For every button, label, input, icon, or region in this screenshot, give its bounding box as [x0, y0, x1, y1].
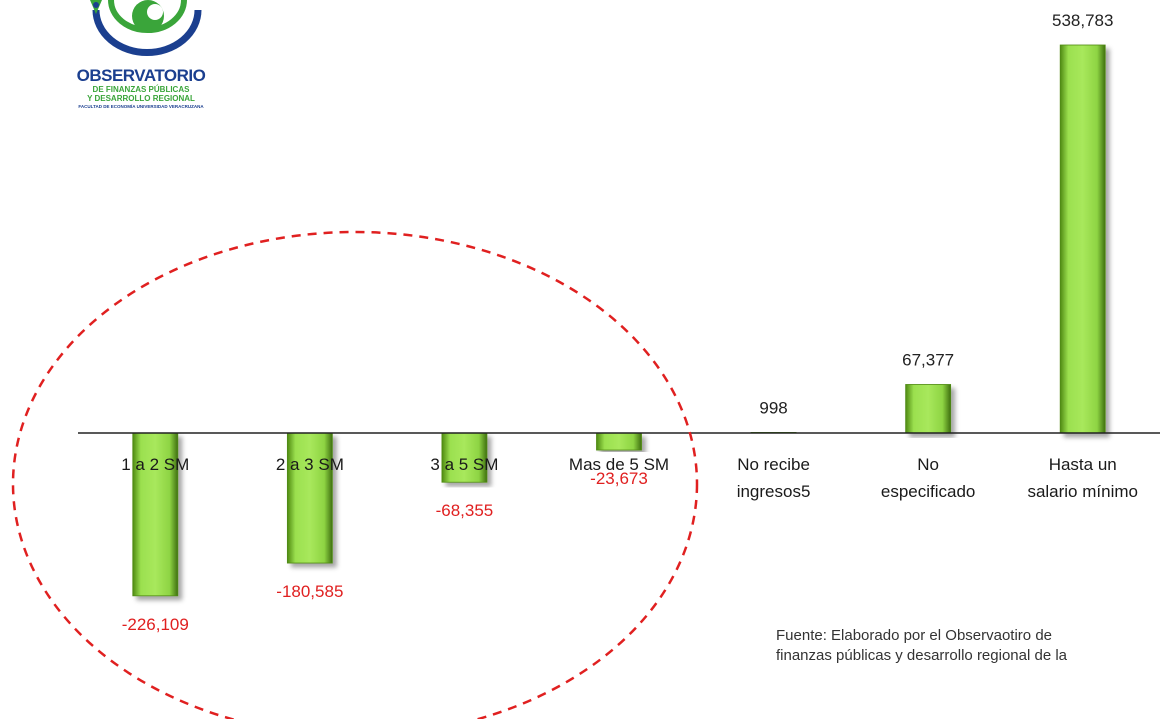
source-note-line1: Fuente: Elaborado por el Observaotiro de: [776, 627, 1052, 644]
source-note-line2: finanzas públicas y desarrollo regional …: [776, 647, 1068, 664]
category-label-4: Mas de 5 SM: [569, 455, 669, 474]
data-label-3: -68,355: [436, 501, 494, 520]
bar-3: [441, 432, 488, 483]
category-label-1: 1 a 2 SM: [121, 455, 189, 474]
data-label-6: 67,377: [902, 350, 954, 369]
source-note: Fuente: Elaborado por el Observaotiro de…: [776, 626, 1156, 666]
bar-7: [1059, 44, 1106, 434]
logo-subtitle-line1: DE FINANZAS PÚBLICAS: [92, 85, 190, 94]
category-label-3: 3 a 5 SM: [430, 455, 498, 474]
bar-4: [596, 432, 642, 451]
data-label-4: -23,673: [590, 469, 648, 488]
category-label-6: No especificado: [881, 455, 976, 501]
bar-6: [905, 384, 952, 434]
logo-faculty: FACULTAD DE ECONOMÍA UNIVERSIDAD VERACRU…: [78, 104, 204, 109]
data-label-1: -226,109: [122, 615, 189, 634]
logo-title: OBSERVATORIO: [76, 66, 206, 85]
category-label-5: No recibe ingresos5: [737, 455, 811, 501]
logo-emblem: [90, 0, 202, 56]
data-label-7: 538,783: [1052, 11, 1113, 30]
bar-2: [286, 432, 333, 564]
data-label-5: 998: [759, 398, 787, 417]
data-label-2: -180,585: [276, 582, 343, 601]
category-label-7: Hasta un salario mínimo: [1027, 455, 1138, 501]
bar-1: [132, 432, 179, 597]
highlight-ellipse: [11, 230, 699, 719]
category-label-2: 2 a 3 SM: [276, 455, 344, 474]
logo-subtitle-line2: Y DESARROLLO REGIONAL: [87, 94, 195, 103]
